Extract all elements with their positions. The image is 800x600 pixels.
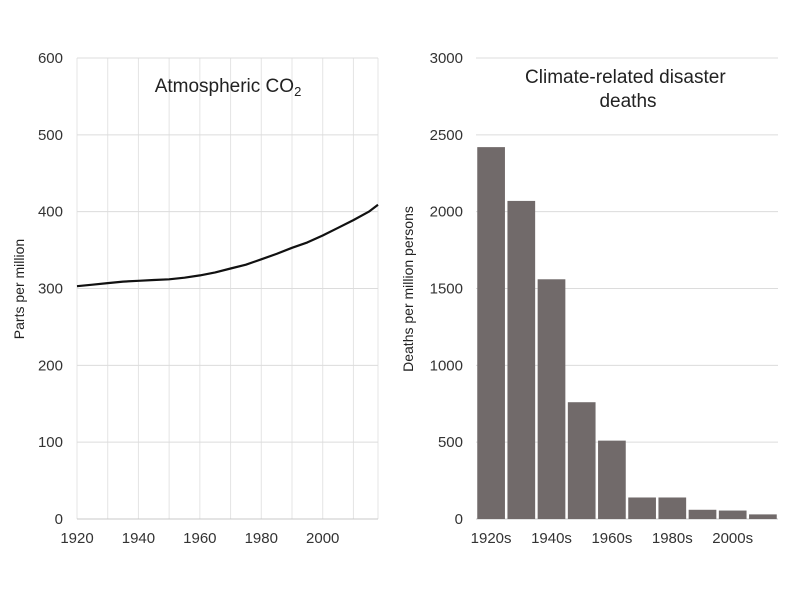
deaths-y-tick-label: 1500 (430, 281, 463, 298)
deaths-x-tick-label: 1960s (591, 530, 632, 547)
deaths-bar (507, 200, 536, 519)
co2-x-tick-label: 1960 (183, 530, 216, 547)
deaths-bar (567, 402, 596, 519)
co2-y-tick-label: 600 (38, 50, 63, 67)
deaths-x-tick-label: 1940s (531, 530, 572, 547)
co2-series-line (76, 203, 379, 288)
deaths-y-tick-label: 500 (438, 434, 463, 451)
deaths-x-tick-label: 2000s (712, 530, 753, 547)
co2-x-tick-label: 1920 (60, 530, 93, 547)
deaths-chart-title: Climate-related disaster deaths (525, 67, 731, 112)
co2-x-tick-labels: 1920 1940 1960 1980 2000 (60, 530, 339, 547)
co2-y-tick-label: 200 (38, 357, 63, 374)
deaths-x-tick-labels: 1920s 1940s 1960s 1980s 2000s (471, 530, 753, 547)
deaths-y-tick-label: 3000 (430, 50, 463, 67)
co2-x-tick-label: 1980 (245, 530, 278, 547)
co2-y-tick-label: 400 (38, 204, 63, 221)
deaths-bar-chart: 0 500 1000 1500 2000 2500 3000 1920s 1940s 1960s… (400, 50, 778, 547)
co2-y-tick-label: 0 (55, 511, 63, 528)
co2-gridlines (76, 57, 379, 520)
co2-y-tick-label: 300 (38, 281, 63, 298)
deaths-title-line-1: Climate-related disaster (525, 67, 726, 88)
co2-y-tick-label: 100 (38, 434, 63, 451)
co2-title-text: Atmospheric CO (155, 76, 294, 97)
deaths-bar (537, 279, 566, 519)
co2-x-tick-label: 1940 (122, 530, 155, 547)
co2-x-tick-label: 2000 (306, 530, 339, 547)
co2-y-axis-label: Parts per million (11, 239, 27, 339)
deaths-bar (749, 514, 777, 519)
co2-line-chart: 0 100 200 300 400 500 600 1920 1940 1960 1980 2000… (11, 50, 379, 547)
deaths-bar (688, 509, 717, 519)
deaths-y-tick-label: 1000 (430, 357, 463, 374)
deaths-y-tick-label: 2500 (430, 127, 463, 144)
deaths-y-axis-label: Deaths per million persons (400, 206, 416, 372)
deaths-y-tick-label: 2000 (430, 204, 463, 221)
deaths-x-tick-label: 1980s (652, 530, 693, 547)
deaths-bar (658, 497, 687, 519)
co2-y-tick-label: 500 (38, 127, 63, 144)
co2-y-tick-labels: 0 100 200 300 400 500 600 (38, 50, 63, 528)
deaths-title-line-2: deaths (599, 91, 656, 112)
co2-title-subscript: 2 (294, 84, 301, 99)
deaths-bar (598, 440, 626, 519)
deaths-y-tick-labels: 0 500 1000 1500 2000 2500 3000 (430, 50, 463, 528)
deaths-y-tick-label: 0 (455, 511, 463, 528)
deaths-bar (628, 497, 656, 519)
deaths-bar (477, 147, 505, 520)
deaths-bar (718, 510, 747, 519)
deaths-bars (477, 147, 777, 520)
deaths-x-tick-label: 1920s (471, 530, 512, 547)
co2-chart-title: Atmospheric CO2 (155, 76, 302, 99)
